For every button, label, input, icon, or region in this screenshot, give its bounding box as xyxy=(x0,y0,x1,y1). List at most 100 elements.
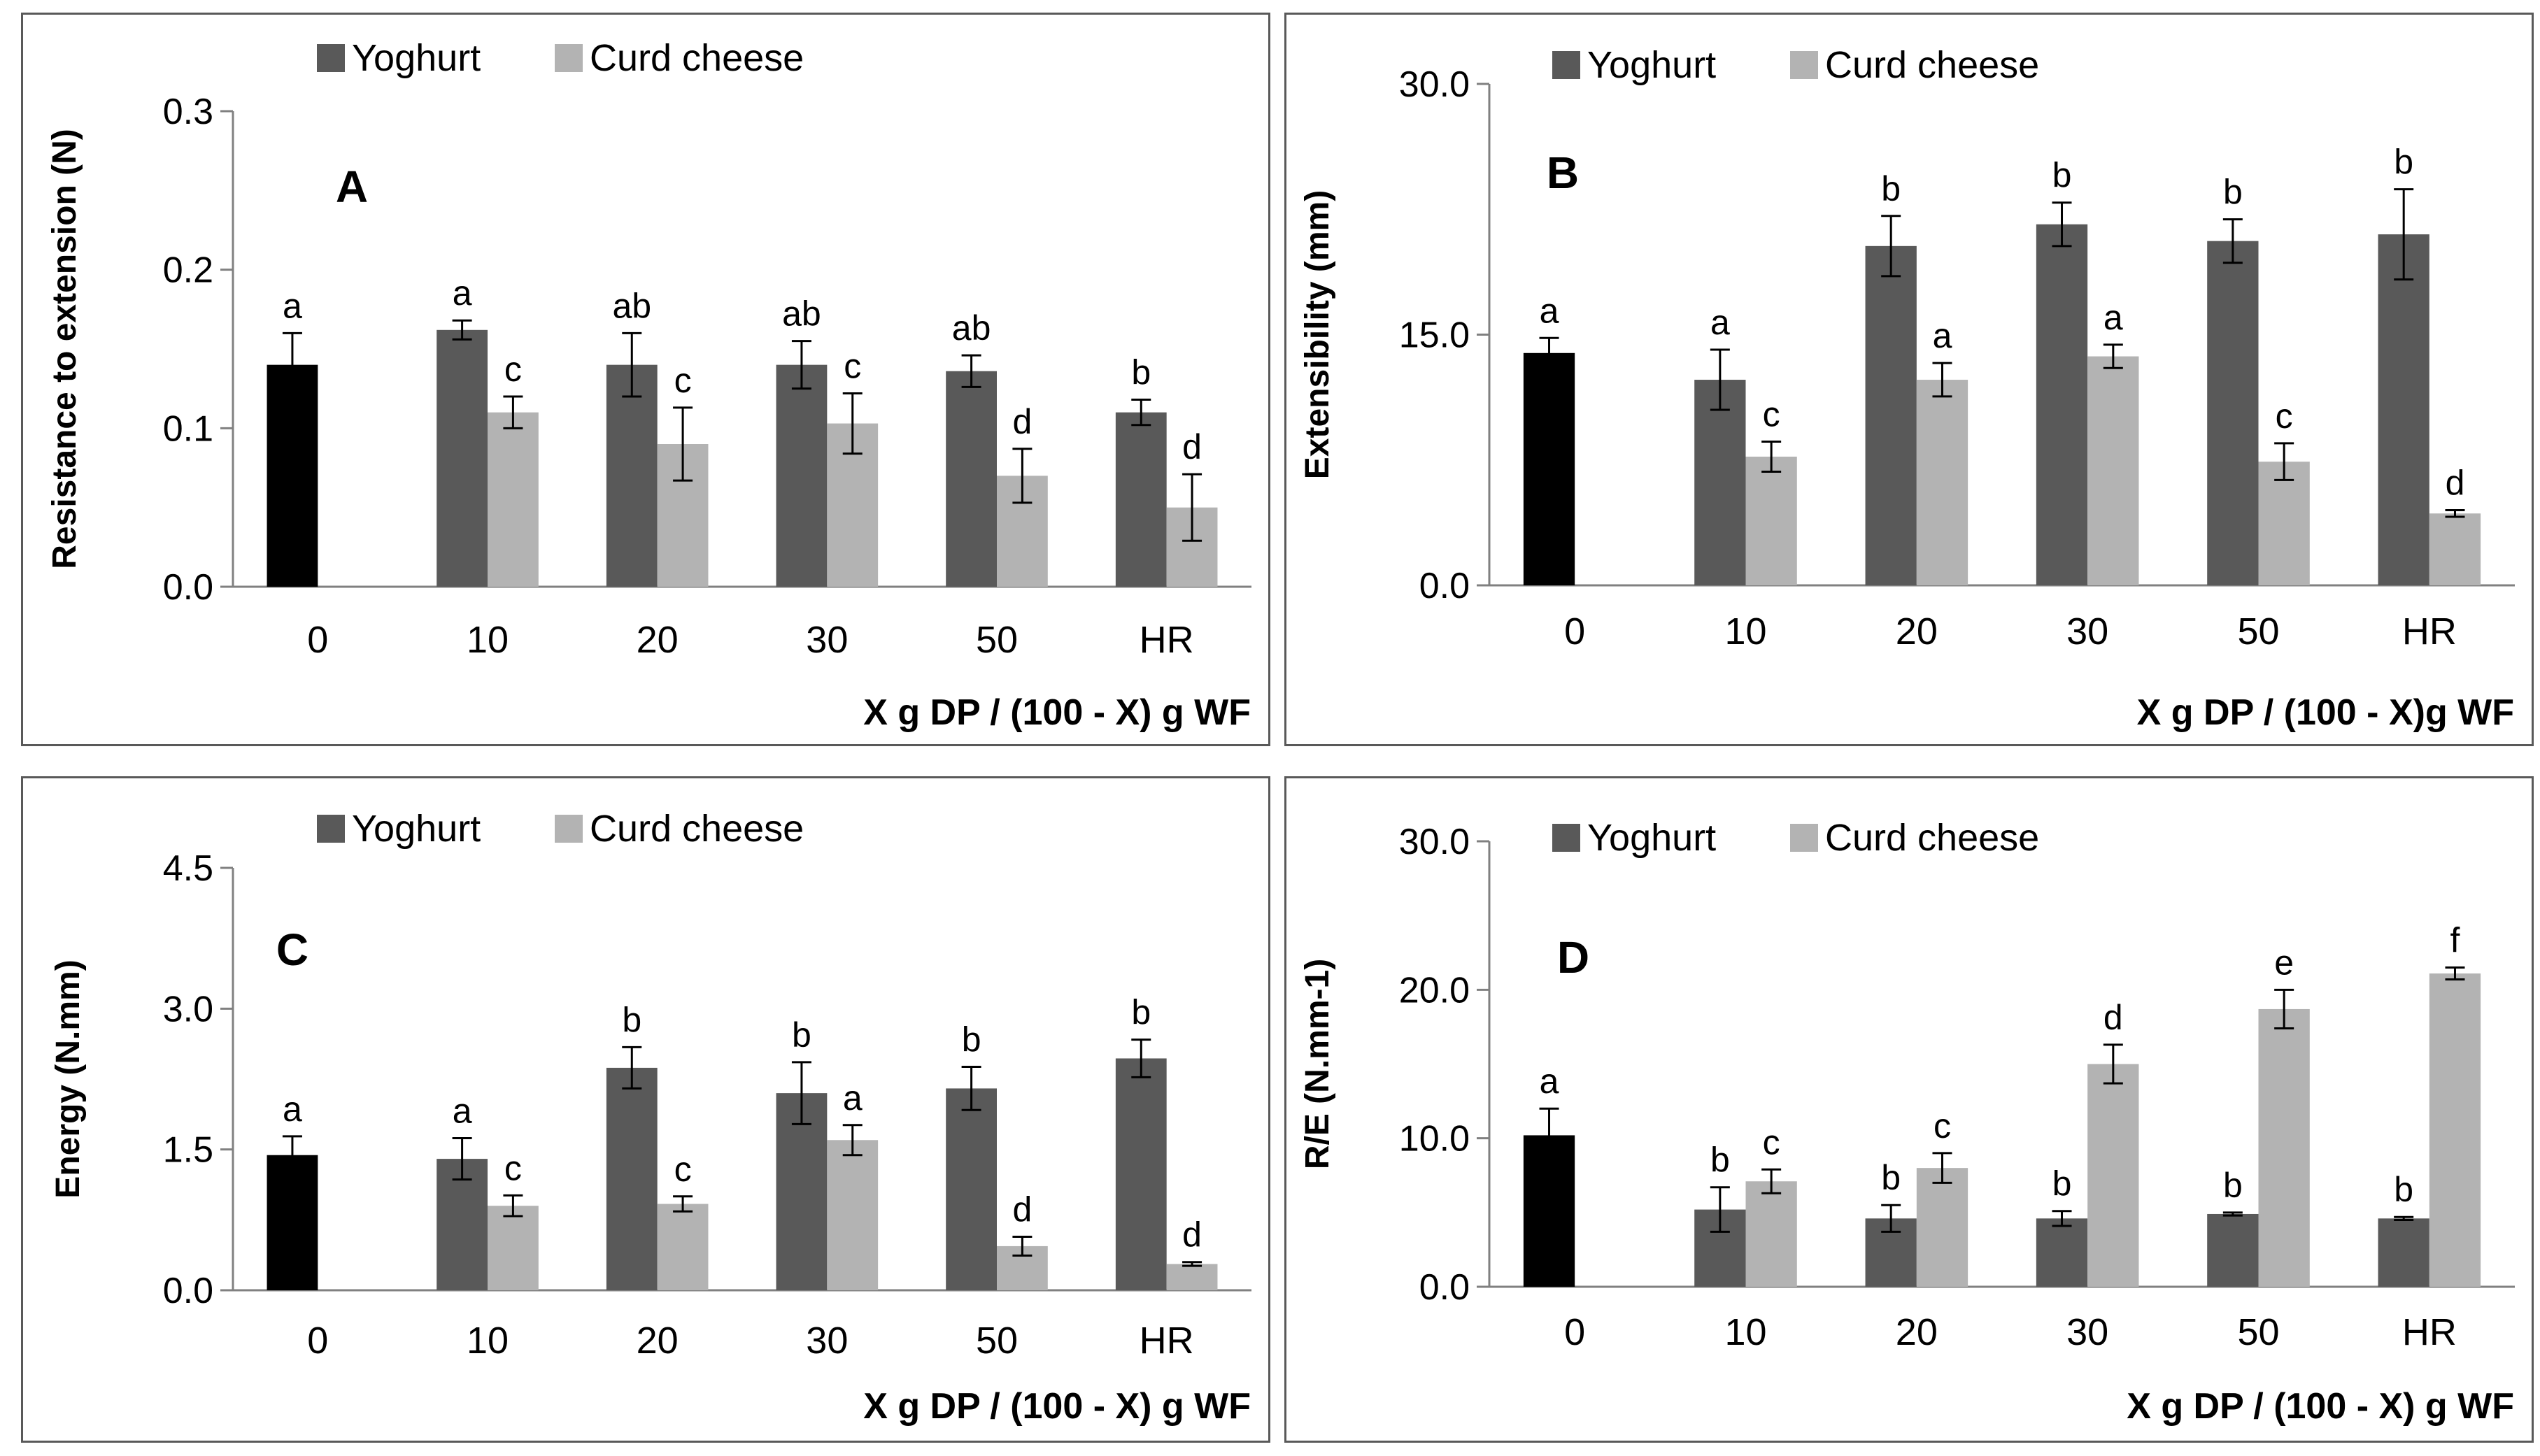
bar-yoghurt xyxy=(2207,1213,2259,1287)
y-tick-label: 0.2 xyxy=(163,250,213,291)
bar-yoghurt xyxy=(776,1093,828,1290)
significance-letter: b xyxy=(2052,1164,2072,1204)
bar-yoghurt xyxy=(1694,380,1746,585)
significance-letter: b xyxy=(2223,1166,2243,1205)
y-tick-label: 0.0 xyxy=(1419,566,1470,606)
significance-letter: ab xyxy=(612,286,651,325)
chart-a-svg: 0.0 0.1 0.2 0.3 Resistance to extension (N) X… xyxy=(46,37,1251,733)
y-axis-label: Energy (N.mm) xyxy=(50,959,87,1198)
significance-letter: b xyxy=(2052,156,2072,195)
bar-yoghurt xyxy=(2207,241,2259,585)
x-category-label: 10 xyxy=(1724,1311,1766,1353)
x-category-label: 0 xyxy=(307,1320,328,1362)
bar-yoghurt xyxy=(946,371,997,587)
significance-letter: d xyxy=(1012,1190,1032,1229)
x-category-label: 0 xyxy=(307,619,328,661)
legend-swatch-yoghurt xyxy=(317,815,345,843)
significance-letter: b xyxy=(792,1015,811,1055)
bar-yoghurt xyxy=(437,329,488,587)
panel-letter: B xyxy=(1547,148,1579,198)
bar-yoghurt xyxy=(2036,224,2088,585)
significance-letter: f xyxy=(2450,920,2460,959)
chart-b-svg: 0.0 15.0 30.0 Extensibility (mm) X g DP / (1… xyxy=(1299,44,2515,733)
legend-label-yoghurt: Yoghurt xyxy=(1587,44,1716,86)
significance-letter: d xyxy=(1012,402,1032,441)
legend-swatch-curd-cheese xyxy=(1790,824,1818,852)
significance-letter: a xyxy=(283,1090,302,1129)
legend-swatch-yoghurt xyxy=(1552,51,1580,79)
significance-letter: b xyxy=(1881,1158,1901,1197)
y-tick-label: 4.5 xyxy=(163,848,213,889)
bar-yoghurt xyxy=(606,1067,658,1290)
legend-label-curd-cheese: Curd cheese xyxy=(1825,817,2039,859)
x-category-label: HR xyxy=(1140,1320,1194,1362)
significance-letter: b xyxy=(1131,993,1151,1032)
x-category-label: 30 xyxy=(2066,611,2108,652)
y-tick-label: 0.0 xyxy=(163,1271,213,1311)
x-category-label: 20 xyxy=(637,1320,679,1362)
significance-letter: a xyxy=(453,1092,472,1131)
panel-letter: A xyxy=(336,162,368,212)
legend-label-curd-cheese: Curd cheese xyxy=(590,808,804,850)
significance-letter: b xyxy=(1710,1141,1730,1180)
x-category-label: 10 xyxy=(467,1320,509,1362)
significance-letter: c xyxy=(1763,394,1780,434)
x-category-label: HR xyxy=(1140,619,1194,661)
significance-letter: c xyxy=(504,1148,522,1187)
x-category-label: 30 xyxy=(806,1320,848,1362)
bar-curd-cheese xyxy=(1166,1264,1218,1290)
chart-panel-c: 0.0 1.5 3.0 4.5 Energy (N.mm) X g DP / (100 -… xyxy=(21,776,1270,1443)
bar-curd-cheese xyxy=(657,1204,709,1290)
bar-curd-cheese xyxy=(2429,513,2481,585)
y-tick-label: 0.0 xyxy=(1419,1267,1470,1308)
significance-letter: d xyxy=(2446,463,2465,502)
significance-letter: b xyxy=(622,1000,641,1039)
significance-letter: c xyxy=(504,350,522,389)
x-category-label: 20 xyxy=(1896,1311,1938,1353)
significance-letter: c xyxy=(2276,397,2293,436)
x-category-label: 0 xyxy=(1564,611,1585,652)
bar-curd-cheese xyxy=(488,1206,539,1290)
y-tick-label: 30.0 xyxy=(1399,822,1470,862)
significance-letter: d xyxy=(1182,1215,1202,1255)
significance-letter: a xyxy=(843,1078,863,1118)
bar-yoghurt xyxy=(2378,234,2429,585)
y-axis-label: Resistance to extension (N) xyxy=(46,129,83,569)
x-category-label: 10 xyxy=(1724,611,1766,652)
bar-control xyxy=(1523,352,1575,585)
y-tick-label: 10.0 xyxy=(1399,1119,1470,1159)
significance-letter: b xyxy=(2394,143,2413,182)
x-category-label: 50 xyxy=(976,619,1018,661)
bar-yoghurt xyxy=(776,364,828,587)
significance-letter: c xyxy=(674,361,692,400)
y-tick-label: 1.5 xyxy=(163,1130,213,1171)
bar-yoghurt xyxy=(1865,245,1917,585)
x-category-label: 50 xyxy=(2237,611,2279,652)
bar-yoghurt xyxy=(2378,1218,2429,1287)
bar-curd-cheese xyxy=(2087,1064,2139,1287)
significance-letter: b xyxy=(1881,169,1901,208)
bar-control xyxy=(267,364,318,587)
significance-letter: a xyxy=(1540,1062,1559,1101)
chart-c-svg: 0.0 1.5 3.0 4.5 Energy (N.mm) X g DP / (100 -… xyxy=(50,808,1251,1427)
x-category-label: 50 xyxy=(976,1320,1018,1362)
bar-yoghurt xyxy=(1115,1058,1167,1290)
chart-d-svg: 0.0 10.0 20.0 30.0 R/E (N.mm-1) X g DP / (100… xyxy=(1299,817,2515,1427)
bar-yoghurt xyxy=(437,1159,488,1290)
y-tick-label: 30.0 xyxy=(1399,64,1470,105)
bar-curd-cheese xyxy=(1745,456,1797,585)
y-tick-label: 20.0 xyxy=(1399,970,1470,1011)
significance-letter: ab xyxy=(782,294,821,334)
chart-panel-a: 0.0 0.1 0.2 0.3 Resistance to extension (N) X… xyxy=(21,13,1270,746)
bar-curd-cheese xyxy=(2429,973,2481,1287)
chart-panel-b: 0.0 15.0 30.0 Extensibility (mm) X g DP / (1… xyxy=(1284,13,2534,746)
legend-swatch-curd-cheese xyxy=(1790,51,1818,79)
x-axis-label: X g DP / (100 - X) g WF xyxy=(2127,1386,2514,1427)
legend-label-curd-cheese: Curd cheese xyxy=(590,37,804,79)
significance-letter: b xyxy=(2223,173,2243,212)
significance-letter: e xyxy=(2274,943,2294,982)
significance-letter: a xyxy=(453,273,472,313)
bar-control xyxy=(267,1155,318,1290)
legend-swatch-yoghurt xyxy=(317,44,345,72)
legend-swatch-curd-cheese xyxy=(555,815,583,843)
